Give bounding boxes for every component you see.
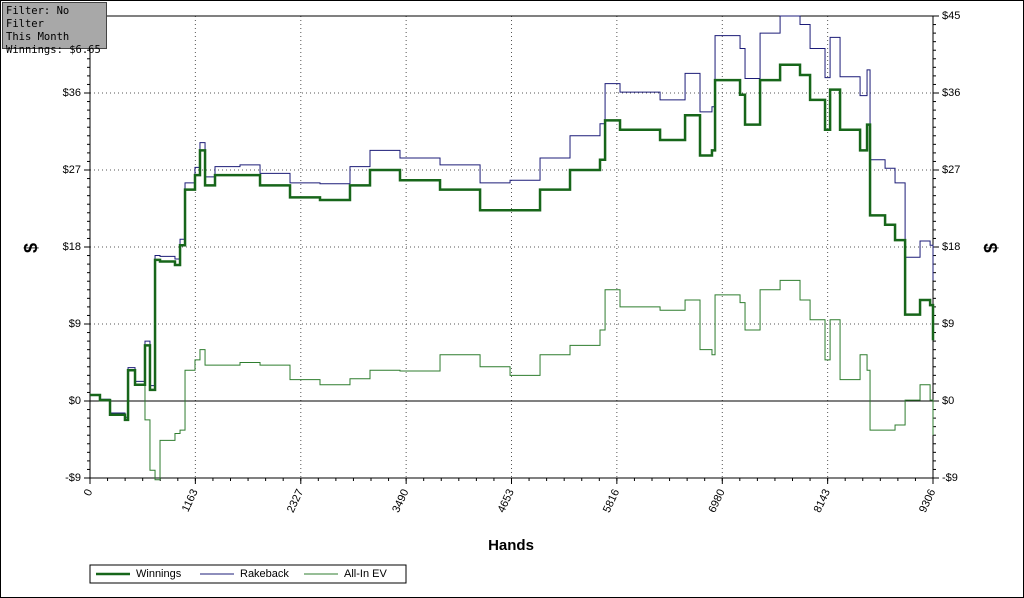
series-line — [90, 279, 934, 481]
y-tick-label: $9 — [69, 318, 81, 330]
y-tick-label: $36 — [63, 87, 81, 99]
filter-box: Filter: No Filter This Month Winnings: $… — [2, 2, 107, 56]
x-axis-label: Hands — [488, 537, 534, 554]
legend-label: Winnings — [136, 568, 182, 580]
y-axis-label: $ — [21, 243, 41, 253]
y-tick-label: $18 — [63, 241, 81, 253]
y2-axis-label: $ — [981, 243, 1001, 253]
y2-tick-label: $18 — [942, 241, 960, 253]
series-line — [90, 15, 934, 418]
legend-box — [89, 564, 407, 584]
legend-label: All-In EV — [344, 568, 387, 580]
y2-tick-label: $0 — [942, 395, 954, 407]
filter-line: Filter: No Filter — [6, 5, 70, 30]
y2-tick-label: $27 — [942, 164, 960, 176]
y-tick-label: -$9 — [65, 472, 81, 484]
x-tick-label: 0 — [82, 487, 95, 498]
y2-tick-label: -$9 — [942, 472, 958, 484]
y2-tick-label: $36 — [942, 87, 960, 99]
filter-line: This Month — [6, 31, 70, 43]
y2-tick-label: $9 — [942, 318, 954, 330]
y2-tick-label: $45 — [942, 10, 960, 22]
series-line — [90, 63, 935, 422]
y-tick-label: $0 — [69, 395, 81, 407]
y-tick-label: $27 — [63, 164, 81, 176]
filter-line: Winnings: $6.65 — [6, 44, 101, 56]
legend-label: Rakeback — [240, 568, 289, 580]
